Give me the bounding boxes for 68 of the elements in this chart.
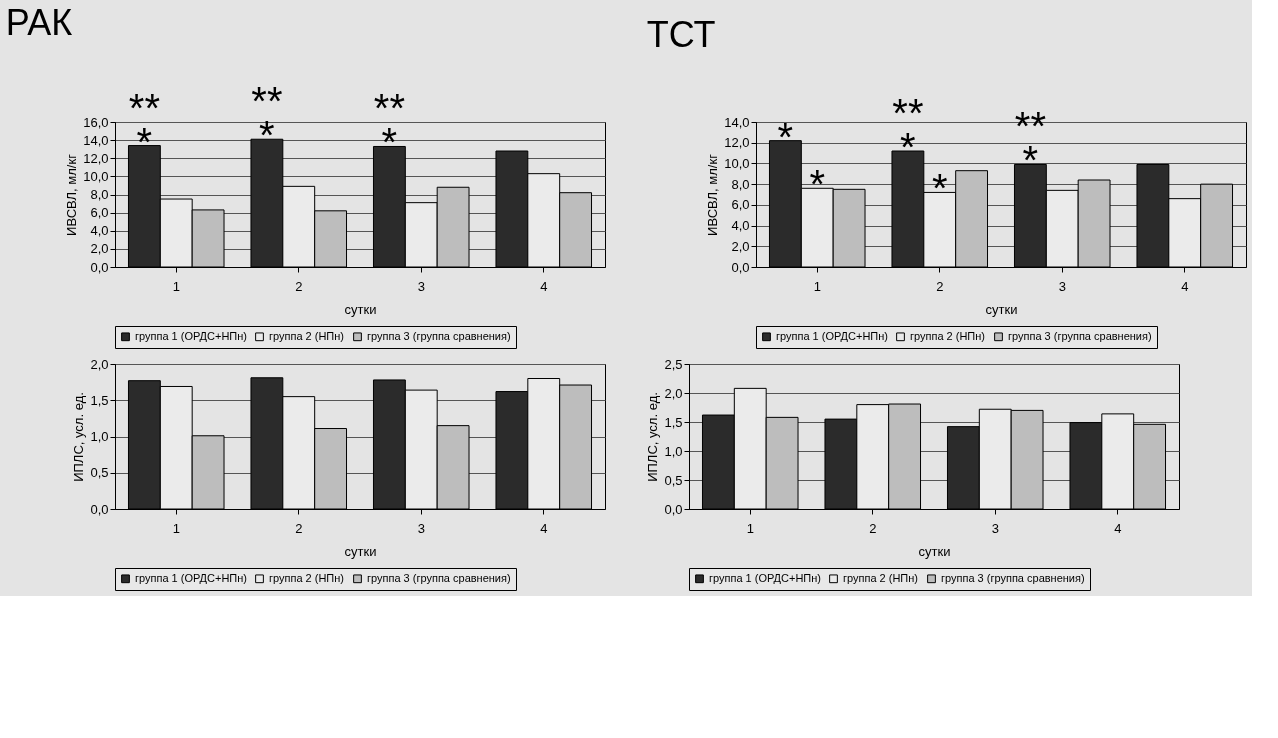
legend-label: группа 3 (группа сравнения) bbox=[941, 571, 1085, 584]
annotation: * bbox=[809, 162, 826, 207]
y-tick-label: 6,0 bbox=[731, 197, 750, 213]
x-tick-label: 4 bbox=[1181, 278, 1189, 294]
y-tick-label: 2,0 bbox=[664, 385, 683, 401]
y-tick-label: 1,5 bbox=[90, 392, 109, 408]
x-tick-label: 3 bbox=[417, 278, 425, 294]
y-axis-title: ИПЛС, усл. ед. bbox=[71, 392, 87, 482]
y-tick-label: 8,0 bbox=[731, 176, 750, 192]
x-tick-label: 3 bbox=[417, 520, 425, 536]
y-tick-label: 1,0 bbox=[90, 429, 109, 444]
x-tick-label: 3 bbox=[991, 520, 999, 536]
y-tick-label: 14,0 bbox=[724, 114, 750, 130]
y-tick-label: 2,0 bbox=[90, 356, 109, 372]
y-tick-label: 0,0 bbox=[664, 501, 683, 517]
y-tick-label: 12,0 bbox=[83, 150, 109, 166]
annotation: * bbox=[777, 114, 794, 159]
legend-label: группа 1 (ОРДС+НПн) bbox=[776, 329, 888, 342]
y-tick-label: 6,0 bbox=[90, 205, 109, 221]
y-tick-label: 12,0 bbox=[724, 135, 750, 151]
legend-label: группа 2 (НПн) bbox=[269, 329, 345, 342]
y-axis-title: ИВСВЛ, мл/кг bbox=[705, 153, 721, 236]
chart-title: ТСТ bbox=[646, 14, 716, 55]
y-tick-label: 2,5 bbox=[664, 356, 683, 372]
y-tick-label: 0,0 bbox=[90, 259, 109, 275]
y-tick-label: 0,5 bbox=[664, 472, 683, 488]
y-tick-label: 0,5 bbox=[90, 465, 109, 481]
y-tick-label: 16,0 bbox=[83, 114, 109, 130]
y-tick-label: 4,0 bbox=[731, 218, 750, 234]
y-tick-label: 10,0 bbox=[724, 155, 750, 171]
legend-label: группа 3 (группа сравнения) bbox=[367, 571, 511, 584]
x-tick-label: 4 bbox=[1114, 520, 1122, 536]
x-tick-label: 4 bbox=[540, 278, 548, 294]
x-tick-label: 4 bbox=[540, 520, 548, 536]
legend-label: группа 2 (НПн) bbox=[269, 571, 345, 584]
x-axis-title: сутки bbox=[344, 543, 377, 559]
y-tick-label: 0,0 bbox=[731, 259, 750, 275]
legend-label: группа 2 (НПн) bbox=[910, 329, 986, 342]
y-tick-label: 10,0 bbox=[83, 168, 109, 184]
y-tick-label: 1,5 bbox=[664, 414, 683, 430]
y-tick-label: 0,0 bbox=[90, 501, 109, 517]
x-axis-title: сутки bbox=[985, 301, 1018, 317]
y-tick-label: 2,0 bbox=[90, 241, 109, 257]
x-tick-label: 2 bbox=[869, 520, 877, 536]
y-axis-title: ИВСВЛ, мл/кг bbox=[64, 153, 80, 236]
x-tick-label: 2 bbox=[936, 278, 944, 294]
legend-label: группа 1 (ОРДС+НПн) bbox=[135, 329, 247, 342]
y-tick-label: 4,0 bbox=[90, 223, 109, 239]
legend-label: группа 1 (ОРДС+НПн) bbox=[135, 571, 247, 584]
chart-title: РАК bbox=[5, 2, 73, 44]
legend-label: группа 2 (НПн) bbox=[843, 571, 919, 584]
legend-label: группа 3 (группа сравнения) bbox=[1008, 329, 1152, 342]
x-tick-label: 1 bbox=[813, 278, 821, 294]
y-tick-label: 2,0 bbox=[731, 238, 750, 254]
legend-label: группа 3 (группа сравнения) bbox=[367, 329, 511, 342]
x-tick-label: 3 bbox=[1058, 278, 1066, 294]
legend-label: группа 1 (ОРДС+НПн) bbox=[709, 571, 821, 584]
y-tick-label: 8,0 bbox=[90, 187, 109, 202]
y-tick-label: 1,0 bbox=[664, 443, 683, 459]
y-tick-label: 14,0 bbox=[83, 132, 109, 148]
x-tick-label: 1 bbox=[746, 520, 754, 536]
x-axis-title: сутки bbox=[918, 543, 951, 559]
y-axis-title: ИПЛС, усл. ед. bbox=[645, 392, 661, 482]
x-tick-label: 2 bbox=[295, 278, 303, 294]
x-tick-label: 2 bbox=[295, 520, 303, 536]
x-axis-title: сутки bbox=[344, 301, 377, 317]
x-tick-label: 1 bbox=[172, 520, 180, 536]
x-tick-label: 1 bbox=[172, 278, 180, 294]
